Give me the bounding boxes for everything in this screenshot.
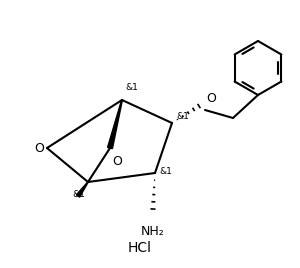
Text: NH₂: NH₂ <box>141 225 165 238</box>
Text: O: O <box>112 155 122 168</box>
Text: &1: &1 <box>159 166 172 176</box>
Text: O: O <box>34 142 44 154</box>
Text: HCl: HCl <box>128 241 152 255</box>
Text: &1: &1 <box>176 112 189 121</box>
Text: &1: &1 <box>125 83 138 92</box>
Polygon shape <box>108 100 122 149</box>
Polygon shape <box>76 182 88 197</box>
Text: O: O <box>206 92 216 105</box>
Text: &1: &1 <box>72 190 85 199</box>
